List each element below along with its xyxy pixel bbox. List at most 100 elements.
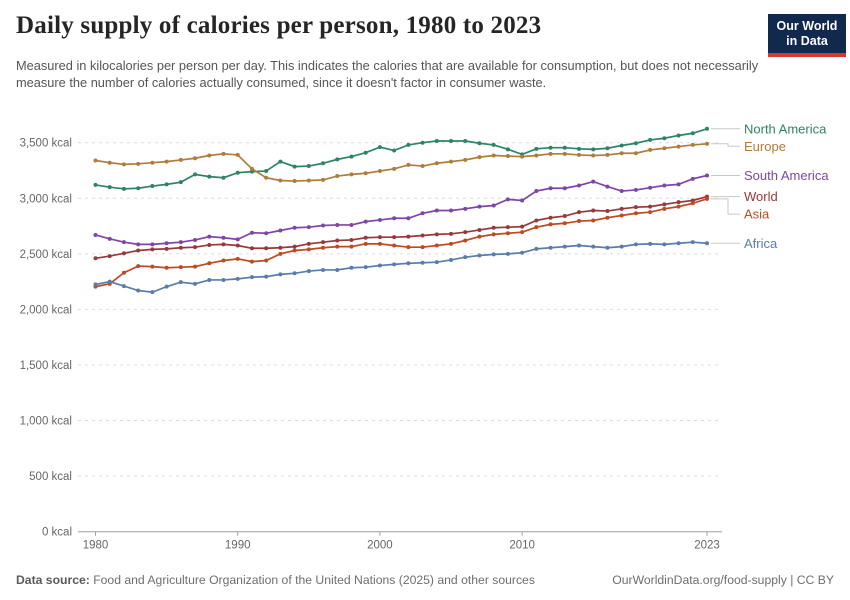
- point-marker: [249, 169, 254, 174]
- series-north-america[interactable]: [93, 126, 710, 191]
- point-marker: [605, 215, 610, 220]
- legend-label-africa[interactable]: Africa: [744, 236, 778, 251]
- legend-label-world[interactable]: World: [744, 189, 778, 204]
- point-marker: [136, 161, 141, 166]
- point-marker: [420, 140, 425, 145]
- point-marker: [662, 242, 667, 247]
- point-marker: [662, 146, 667, 151]
- line-africa[interactable]: [95, 241, 708, 294]
- line-north-america[interactable]: [95, 127, 708, 190]
- point-marker: [121, 162, 126, 167]
- point-marker: [406, 234, 411, 239]
- legend-label-asia[interactable]: Asia: [744, 207, 770, 222]
- point-marker: [150, 264, 155, 269]
- point-marker: [534, 218, 539, 223]
- point-marker: [107, 236, 112, 241]
- point-marker: [548, 215, 553, 220]
- owid-logo[interactable]: Our World in Data: [768, 14, 846, 57]
- point-marker: [505, 225, 510, 230]
- series-europe[interactable]: [93, 141, 710, 184]
- point-marker: [278, 159, 283, 164]
- point-marker: [193, 264, 198, 269]
- point-marker: [690, 142, 695, 147]
- owid-link[interactable]: OurWorldinData.org/food-supply | CC BY: [612, 573, 834, 587]
- legend-label-north-america[interactable]: North America: [744, 121, 827, 136]
- point-marker: [619, 189, 624, 194]
- point-marker: [292, 179, 297, 184]
- line-europe[interactable]: [95, 142, 708, 182]
- point-marker: [363, 265, 368, 270]
- chart-footer: Data source: Food and Agriculture Organi…: [16, 573, 834, 587]
- point-marker: [150, 160, 155, 165]
- point-marker: [562, 145, 567, 150]
- point-marker: [449, 139, 454, 144]
- point-marker: [363, 150, 368, 155]
- point-marker: [107, 279, 112, 284]
- series-south-america[interactable]: [93, 173, 710, 247]
- point-marker: [548, 186, 553, 191]
- point-marker: [392, 262, 397, 267]
- point-marker: [420, 233, 425, 238]
- point-marker: [306, 247, 311, 252]
- point-marker: [249, 230, 254, 235]
- point-marker: [193, 237, 198, 242]
- point-marker: [534, 146, 539, 151]
- series-world[interactable]: [93, 194, 710, 261]
- point-marker: [633, 151, 638, 156]
- point-marker: [321, 245, 326, 250]
- point-marker: [235, 256, 240, 261]
- point-marker: [93, 158, 98, 163]
- point-marker: [107, 160, 112, 165]
- point-marker: [690, 131, 695, 136]
- point-marker: [420, 260, 425, 265]
- point-marker: [377, 145, 382, 150]
- line-world[interactable]: [95, 195, 708, 260]
- point-marker: [505, 251, 510, 256]
- point-marker: [477, 155, 482, 160]
- x-tick-label: 2010: [509, 540, 535, 552]
- point-marker: [648, 147, 653, 152]
- point-marker: [178, 240, 183, 245]
- point-marker: [349, 222, 354, 227]
- data-source-text: Food and Agriculture Organization of the…: [89, 573, 535, 587]
- point-marker: [377, 169, 382, 174]
- line-south-america[interactable]: [95, 174, 708, 246]
- point-marker: [520, 230, 525, 235]
- point-marker: [534, 246, 539, 251]
- point-marker: [491, 153, 496, 158]
- point-marker: [235, 243, 240, 248]
- point-marker: [335, 244, 340, 249]
- point-marker: [406, 142, 411, 147]
- point-marker: [449, 241, 454, 246]
- point-marker: [619, 206, 624, 211]
- point-marker: [349, 265, 354, 270]
- point-marker: [363, 241, 368, 246]
- legend-label-south-america[interactable]: South America: [744, 168, 829, 183]
- point-marker: [363, 219, 368, 224]
- point-marker: [449, 257, 454, 262]
- point-marker: [150, 242, 155, 247]
- series-africa[interactable]: [93, 240, 710, 295]
- point-marker: [292, 271, 297, 276]
- y-tick-label: 1,500 kcal: [20, 360, 72, 372]
- point-marker: [178, 245, 183, 250]
- point-marker: [292, 225, 297, 230]
- point-marker: [164, 284, 169, 289]
- legend-connector: [711, 198, 740, 215]
- point-marker: [505, 147, 510, 152]
- point-marker: [520, 154, 525, 159]
- point-marker: [520, 198, 525, 203]
- series-asia[interactable]: [93, 196, 710, 289]
- point-marker: [676, 182, 681, 187]
- legend-label-europe[interactable]: Europe: [744, 139, 786, 154]
- point-marker: [335, 157, 340, 162]
- point-marker: [605, 152, 610, 157]
- line-asia[interactable]: [95, 198, 708, 288]
- point-marker: [633, 205, 638, 210]
- point-marker: [619, 213, 624, 218]
- point-marker: [136, 264, 141, 269]
- point-marker: [434, 139, 439, 144]
- point-marker: [377, 241, 382, 246]
- point-marker: [676, 144, 681, 149]
- chart-subtitle: Measured in kilocalories per person per …: [16, 58, 759, 91]
